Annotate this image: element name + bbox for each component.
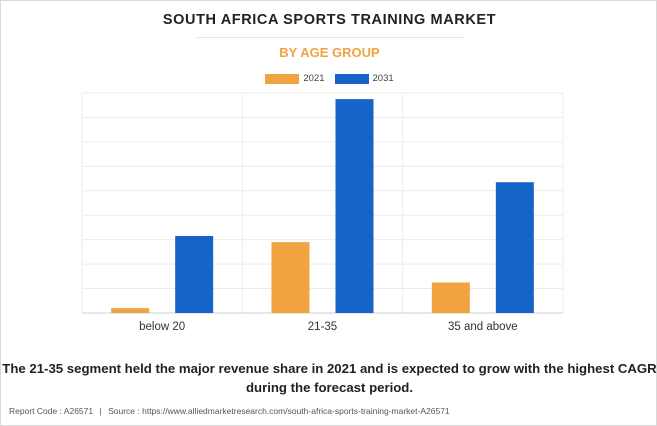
chart-subtitle: BY AGE GROUP	[279, 45, 380, 60]
legend-label-2021: 2021	[303, 73, 325, 84]
bar-2031-21-35	[335, 99, 374, 313]
x-tick-label: 35 and above	[448, 321, 518, 333]
footer: Report Code : A26571 | Source : https://…	[9, 406, 450, 416]
bar-2021-35-and-above	[431, 282, 470, 313]
bar-chart: below 20 21-35 35 and above	[81, 92, 564, 333]
bar-2031-below-20	[175, 236, 214, 313]
chart-caption: The 21-35 segment held the major revenue…	[2, 361, 657, 395]
bar-2021-below-20	[111, 308, 150, 313]
x-tick-label: 21-35	[308, 321, 337, 333]
bar-2021-21-35	[271, 242, 310, 313]
bar-2031-35-and-above	[495, 182, 534, 313]
x-tick-label: below 20	[139, 321, 185, 333]
legend-swatch-2021	[265, 73, 300, 84]
legend-label-2031: 2031	[372, 73, 394, 84]
report-code: Report Code : A26571	[9, 406, 94, 416]
source-link[interactable]: Source : https://www.alliedmarketresearc…	[108, 406, 450, 416]
legend-item-2031[interactable]: 2031	[334, 73, 394, 84]
chart-title: SOUTH AFRICA SPORTS TRAINING MARKET	[162, 12, 497, 28]
chart-legend: 2021 2031	[1, 73, 657, 84]
footer-separator: |	[99, 406, 102, 416]
legend-swatch-2031	[334, 73, 369, 84]
title-divider	[196, 37, 464, 38]
legend-item-2021[interactable]: 2021	[265, 73, 325, 84]
